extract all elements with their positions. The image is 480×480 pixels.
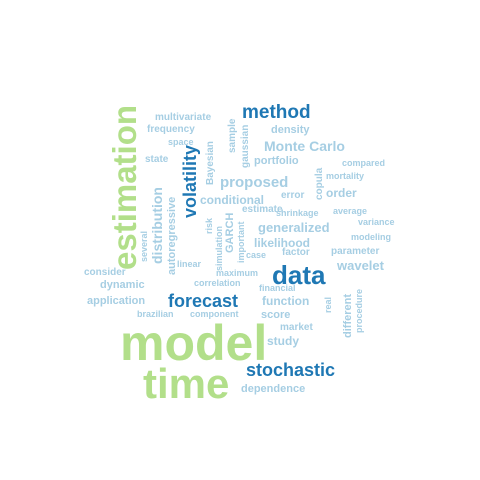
word-maximum: maximum bbox=[216, 268, 258, 278]
word-modeling: modeling bbox=[351, 232, 391, 242]
word-portfolio: portfolio bbox=[254, 155, 299, 167]
word-average: average bbox=[333, 206, 367, 216]
word-distribution: distribution bbox=[149, 187, 165, 264]
word-state: state bbox=[145, 154, 169, 165]
word-market: market bbox=[280, 322, 313, 333]
word-error: error bbox=[281, 190, 304, 201]
word-model: model bbox=[120, 315, 267, 371]
word-proposed: proposed bbox=[220, 174, 288, 191]
word-order: order bbox=[326, 186, 357, 200]
word-generalized: generalized bbox=[258, 220, 330, 235]
word-compared: compared bbox=[342, 158, 385, 168]
word-linear: linear bbox=[177, 259, 202, 269]
word-estimation: estimation bbox=[106, 105, 143, 270]
word-real: real bbox=[323, 297, 333, 313]
word-component: component bbox=[190, 309, 239, 319]
word-autoregressive: autoregressive bbox=[166, 197, 178, 275]
word-risk: risk bbox=[204, 217, 214, 234]
word-financial: financial bbox=[259, 283, 296, 293]
word-likelihood: likelihood bbox=[254, 236, 310, 250]
word-sample: sample bbox=[227, 118, 238, 153]
word-gaussian: gaussian bbox=[240, 125, 251, 168]
word-factor: factor bbox=[282, 247, 310, 258]
word-density: density bbox=[271, 124, 310, 136]
word-procedure: procedure bbox=[354, 289, 364, 333]
word-application: application bbox=[87, 295, 145, 307]
word-several: several bbox=[139, 231, 149, 262]
word-copula: copula bbox=[314, 167, 325, 200]
word-dynamic: dynamic bbox=[100, 279, 145, 291]
word-simulation: simulation bbox=[214, 226, 224, 271]
word-correlation: correlation bbox=[194, 278, 241, 288]
word-multivariate: multivariate bbox=[155, 112, 212, 123]
word-data: data bbox=[272, 260, 326, 290]
word-study: study bbox=[267, 334, 299, 348]
word-case: case bbox=[246, 250, 266, 260]
word-brazilian: brazilian bbox=[137, 309, 174, 319]
word-conditional: conditional bbox=[200, 193, 264, 207]
word-bayesian: Bayesian bbox=[205, 141, 216, 185]
word-monte-carlo: Monte Carlo bbox=[264, 138, 345, 154]
word-shrinkage: shrinkage bbox=[276, 208, 319, 218]
word-different: different bbox=[342, 294, 354, 338]
word-mortality: mortality bbox=[326, 171, 364, 181]
word-volatility: volatility bbox=[180, 145, 200, 218]
word-function: function bbox=[262, 294, 309, 308]
word-time: time bbox=[143, 360, 229, 407]
word-method: method bbox=[242, 102, 311, 123]
word-garch: GARCH bbox=[224, 213, 236, 253]
word-frequency: frequency bbox=[147, 124, 195, 135]
word-variance: variance bbox=[358, 217, 395, 227]
word-important: important bbox=[236, 221, 246, 263]
word-dependence: dependence bbox=[241, 383, 305, 395]
word-space: space bbox=[168, 137, 194, 147]
word-stochastic: stochastic bbox=[246, 360, 335, 380]
word-consider: consider bbox=[84, 267, 126, 278]
word-score: score bbox=[261, 309, 290, 321]
word-estimate: estimate bbox=[242, 204, 283, 215]
word-parameter: parameter bbox=[331, 246, 379, 257]
word-wavelet: wavelet bbox=[336, 258, 385, 273]
word-forecast: forecast bbox=[168, 291, 238, 311]
